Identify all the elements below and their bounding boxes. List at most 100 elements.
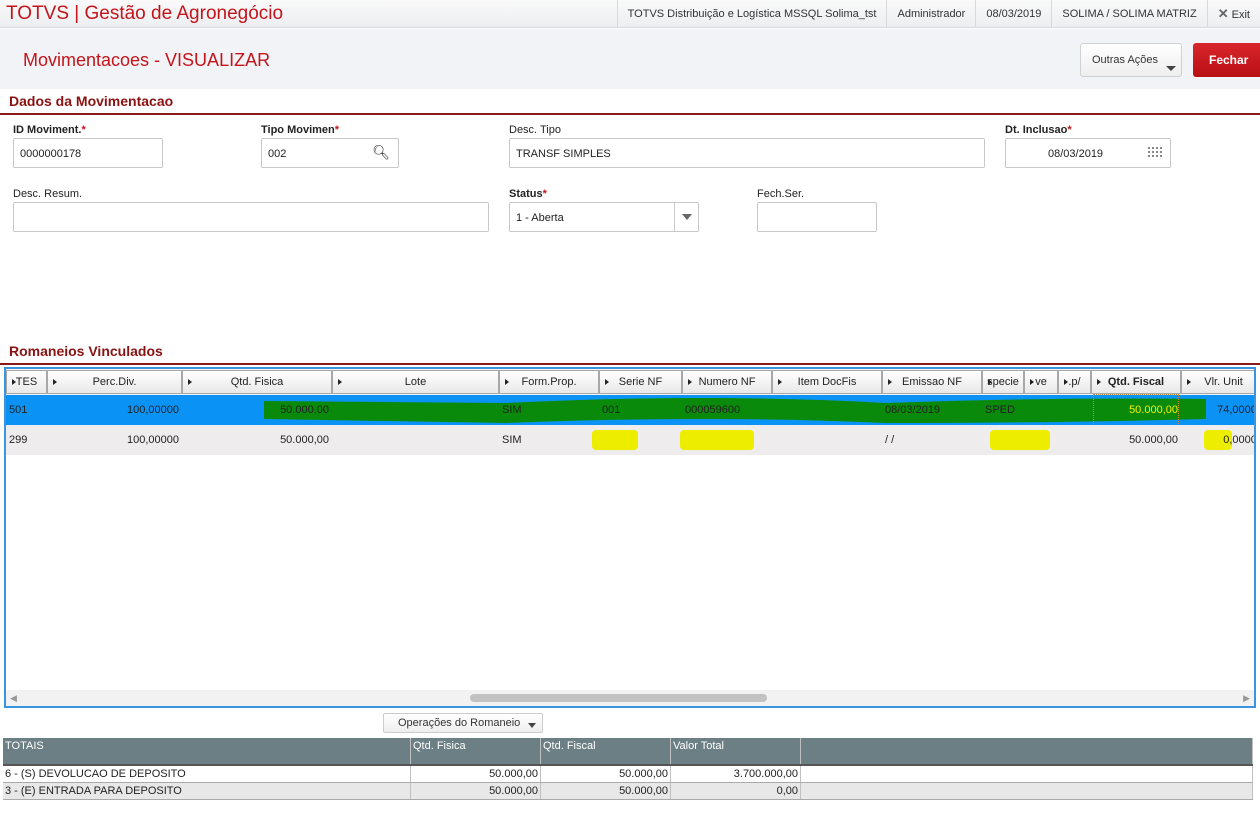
column-label: Qtd. Fiscal xyxy=(1107,376,1165,388)
sort-arrow-icon xyxy=(1030,379,1034,385)
status-label: Status* xyxy=(509,188,547,200)
column-header[interactable]: Emissao NF xyxy=(882,370,982,394)
cell: 501 xyxy=(9,404,28,416)
cell: SIM xyxy=(502,434,522,446)
desc-tipo-field[interactable]: TRANSF SIMPLES xyxy=(509,138,985,168)
column-header[interactable]: Vlr. Unit xyxy=(1181,370,1254,394)
column-label: TES xyxy=(15,376,38,388)
column-header[interactable]: Lote xyxy=(332,370,499,394)
operacoes-label: Operações do Romaneio xyxy=(398,717,521,729)
desc-resum-field[interactable] xyxy=(13,202,489,232)
user-label: Administrador xyxy=(886,0,975,28)
cell xyxy=(801,783,1253,799)
cell: 50.000,00 xyxy=(411,766,541,782)
cell: 3 - (E) ENTRADA PARA DEPOSITO xyxy=(3,783,411,799)
table-row[interactable]: 501 100,00000 50.000,00 SIM 001 000059600 08/0… xyxy=(6,394,1254,426)
cell: 50.000,00 xyxy=(541,783,671,799)
cell: SPED xyxy=(985,404,1015,416)
id-field[interactable]: 0000000178 xyxy=(13,138,163,168)
sort-arrow-icon xyxy=(338,379,342,385)
grid-header: TES Perc.Div. Qtd. Fisica Lote Form.Prop. Ser… xyxy=(6,369,1254,395)
sort-arrow-icon xyxy=(1187,379,1191,385)
top-bar: TOTVS | Gestão de Agronegócio TOTVS Dist… xyxy=(0,0,1260,28)
redaction-scribble xyxy=(264,398,1206,423)
table-row[interactable]: 6 - (S) DEVOLUCAO DE DEPOSITO 50.000,00 … xyxy=(3,766,1253,783)
exit-button[interactable]: ✕ Exit xyxy=(1206,0,1260,28)
table-row[interactable]: 3 - (E) ENTRADA PARA DEPOSITO 50.000,00 … xyxy=(3,783,1253,800)
column-header[interactable]: .p/ xyxy=(1058,370,1091,394)
column-label: Numero NF xyxy=(698,376,756,388)
sort-arrow-icon xyxy=(53,379,57,385)
column-header[interactable]: Item DocFis xyxy=(772,370,882,394)
fech-ser-field[interactable] xyxy=(757,202,877,232)
cell: 50.000,00 xyxy=(1129,434,1178,446)
dt-inclusao-field[interactable]: 08/03/2019 xyxy=(1005,138,1171,168)
column-header[interactable]: Qtd. Fisica xyxy=(182,370,332,394)
column-label: Item DocFis xyxy=(797,376,857,388)
cell: 100,00000 xyxy=(127,434,179,446)
column-header[interactable]: Numero NF xyxy=(682,370,772,394)
horizontal-scrollbar[interactable]: ◀ ▶ xyxy=(6,690,1254,706)
dt-inclusao-label: Dt. Inclusao* xyxy=(1005,124,1072,136)
operacoes-romaneio-button[interactable]: Operações do Romaneio xyxy=(383,713,543,733)
column-header[interactable]: Perc.Div. xyxy=(47,370,182,394)
cell: 0,00000 xyxy=(1223,434,1254,446)
column-header[interactable]: ve xyxy=(1024,370,1058,394)
column-header[interactable]: Form.Prop. xyxy=(499,370,599,394)
cell: 74,00000 xyxy=(1217,404,1254,416)
tipo-field[interactable]: 002 🔍︎ xyxy=(261,138,399,168)
column-header[interactable]: TES xyxy=(6,370,47,394)
scrollbar-thumb[interactable] xyxy=(470,694,767,702)
sort-arrow-icon xyxy=(605,379,609,385)
status-value: 1 - Aberta xyxy=(516,212,564,224)
desc-tipo-label: Desc. Tipo xyxy=(509,124,561,136)
cell: 0,00 xyxy=(671,783,801,799)
status-select[interactable]: 1 - Aberta xyxy=(509,202,699,232)
app-title: TOTVS | Gestão de Agronegócio xyxy=(6,3,284,24)
column-header[interactable]: Qtd. Fiscal xyxy=(1091,370,1181,394)
redaction-highlight xyxy=(680,430,754,450)
cell: 50.000,00 xyxy=(541,766,671,782)
col-empty xyxy=(801,738,1253,764)
column-label: specie xyxy=(987,376,1019,388)
search-icon[interactable]: 🔍︎ xyxy=(372,144,390,160)
column-header[interactable]: specie xyxy=(982,370,1024,394)
sort-arrow-icon xyxy=(12,379,16,385)
cell: 299 xyxy=(9,434,28,446)
outras-acoes-label: Outras Ações xyxy=(1092,54,1159,66)
col-qtd-fiscal: Qtd. Fiscal xyxy=(541,738,671,764)
column-label: Emissao NF xyxy=(902,376,962,388)
chevron-down-icon xyxy=(674,203,698,231)
sort-arrow-icon xyxy=(778,379,782,385)
cell: 6 - (S) DEVOLUCAO DE DEPOSITO xyxy=(3,766,411,782)
sort-arrow-icon xyxy=(188,379,192,385)
cell: 001 xyxy=(602,404,621,416)
cell: 50.000,00 xyxy=(1093,394,1179,426)
cell xyxy=(801,766,1253,782)
cell: 000059600 xyxy=(685,404,741,416)
chevron-down-icon xyxy=(1166,66,1176,71)
chevron-down-icon xyxy=(528,723,536,728)
sort-arrow-icon xyxy=(1064,379,1068,385)
date-label: 08/03/2019 xyxy=(975,0,1051,28)
outras-acoes-button[interactable]: Outras Ações xyxy=(1080,43,1182,77)
calendar-icon[interactable] xyxy=(1148,147,1164,159)
page-header: Movimentacoes - VISUALIZAR Outras Ações … xyxy=(0,29,1260,89)
table-row[interactable]: 299 100,00000 50.000,00 SIM / / 50.000,00 0,00… xyxy=(6,425,1254,455)
column-label: Form.Prop. xyxy=(521,376,577,388)
col-valor-total: Valor Total xyxy=(671,738,801,764)
column-label: Qtd. Fisica xyxy=(230,376,284,388)
fechar-button[interactable]: Fechar xyxy=(1193,43,1260,77)
cell: / / xyxy=(885,434,895,446)
cell: 08/03/2019 xyxy=(885,404,941,416)
scroll-right-icon[interactable]: ▶ xyxy=(1243,693,1250,703)
scroll-left-icon[interactable]: ◀ xyxy=(10,693,17,703)
section-romaneios: Romaneios Vinculados xyxy=(0,343,1260,365)
column-header[interactable]: Serie NF xyxy=(599,370,682,394)
column-label: Perc.Div. xyxy=(92,376,137,388)
column-label: Lote xyxy=(404,376,427,388)
company-label: SOLIMA / SOLIMA MATRIZ xyxy=(1051,0,1206,28)
column-label: .p/ xyxy=(1068,376,1081,388)
sort-arrow-icon xyxy=(505,379,509,385)
sort-arrow-icon xyxy=(888,379,892,385)
